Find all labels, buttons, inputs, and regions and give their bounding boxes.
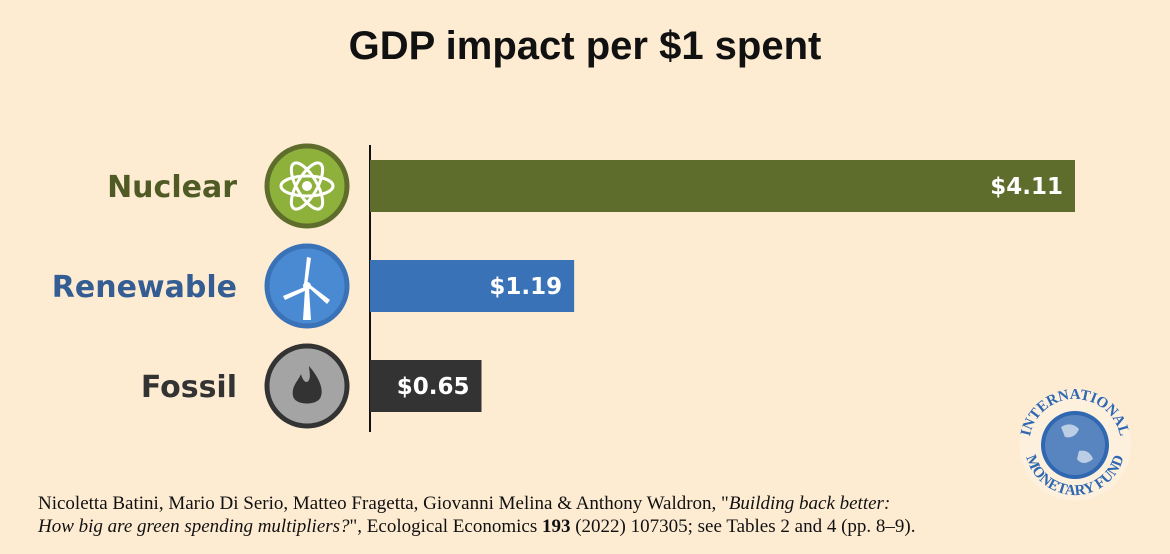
citation-authors: Nicoletta Batini, Mario Di Serio, Matteo… — [38, 493, 729, 514]
data-label: $1.19 — [489, 274, 562, 300]
citation: Nicoletta Batini, Mario Di Serio, Matteo… — [38, 492, 915, 538]
imf-logo: INTERNATIONAL MONETARY FUND — [1018, 387, 1132, 501]
citation-rest: (2022) 107305; see Tables 2 and 4 (pp. 8… — [570, 516, 916, 537]
atom-icon — [264, 143, 350, 229]
data-label: $4.11 — [990, 174, 1063, 200]
bar-nuclear — [370, 160, 1075, 212]
bar-fossil — [370, 360, 482, 412]
citation-title-1: Building back better: — [728, 493, 891, 514]
bar-renewable — [370, 260, 575, 312]
citation-title-2: How big are green spending multipliers? — [38, 516, 350, 537]
category-label: Renewable — [52, 270, 237, 305]
category-label: Nuclear — [107, 170, 237, 205]
flame-icon — [264, 343, 350, 429]
chart-title: GDP impact per $1 spent — [348, 24, 822, 68]
wind-turbine-icon — [264, 243, 350, 329]
citation-journal: ", Ecological Economics — [349, 516, 542, 537]
citation-volume: 193 — [541, 516, 571, 537]
category-label: Fossil — [141, 370, 237, 405]
data-label: $0.65 — [397, 374, 470, 400]
